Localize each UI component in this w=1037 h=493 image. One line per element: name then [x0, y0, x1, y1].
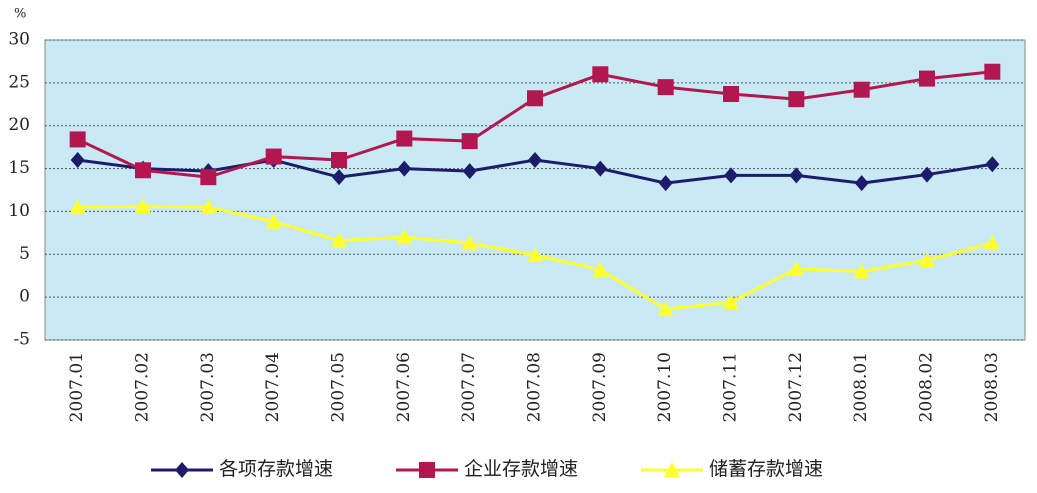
- marker: [657, 79, 674, 96]
- marker: [461, 133, 478, 150]
- x-tick-label: 2007.09: [590, 352, 610, 422]
- marker: [723, 294, 739, 310]
- x-tick-label: 2007.02: [133, 352, 153, 422]
- y-tick-label: 30: [8, 30, 30, 50]
- x-tick-label: 2007.08: [525, 352, 545, 422]
- y-tick-label: 20: [8, 115, 30, 135]
- marker: [461, 235, 478, 251]
- y-tick-label: -5: [13, 330, 30, 350]
- marker: [592, 66, 609, 83]
- marker: [664, 462, 680, 477]
- marker: [657, 301, 674, 317]
- marker: [527, 247, 543, 263]
- x-tick-label: 2007.11: [721, 352, 741, 422]
- marker: [331, 152, 347, 168]
- x-tick-label: 2007.04: [263, 352, 283, 422]
- legend-item: 储蓄存款增速: [641, 458, 823, 480]
- legend-item: 各项存款增速: [151, 458, 333, 480]
- marker: [854, 175, 869, 192]
- marker: [265, 213, 282, 229]
- marker: [788, 91, 805, 108]
- legend-label: 储蓄存款增速: [709, 458, 823, 480]
- x-tick-label: 2007.06: [394, 352, 414, 422]
- x-tick-label: 2008.03: [982, 352, 1002, 422]
- marker: [984, 63, 1001, 80]
- marker: [528, 152, 542, 168]
- y-tick-label: 25: [8, 72, 30, 92]
- y-tick-label: 0: [19, 287, 30, 307]
- marker: [70, 152, 85, 168]
- marker: [265, 148, 282, 165]
- marker: [135, 162, 151, 179]
- x-tick-label: 2007.12: [786, 352, 806, 422]
- x-tick-label: 2007.05: [329, 352, 349, 422]
- marker: [419, 462, 435, 478]
- marker: [984, 235, 1001, 251]
- marker: [331, 232, 347, 248]
- marker: [200, 199, 217, 215]
- legend-label: 各项存款增速: [219, 458, 333, 480]
- x-tick-label: 2007.07: [459, 352, 479, 422]
- x-tick-label: 2008.02: [917, 352, 937, 422]
- marker: [69, 199, 86, 215]
- marker: [175, 462, 189, 478]
- marker: [332, 169, 346, 186]
- y-unit: %: [14, 7, 26, 22]
- marker: [723, 86, 739, 102]
- x-tick-label: 2008.01: [851, 352, 871, 422]
- marker: [69, 131, 86, 148]
- marker: [919, 252, 935, 268]
- y-tick-label: 10: [8, 201, 30, 221]
- legend-item: 企业存款增速: [396, 458, 578, 480]
- plot-area: [44, 39, 1026, 341]
- x-tick-label: 2007.10: [655, 352, 675, 422]
- marker: [919, 70, 935, 87]
- marker: [396, 130, 413, 147]
- x-tick-label: 2007.01: [67, 352, 87, 422]
- marker: [592, 261, 609, 277]
- marker: [462, 163, 477, 180]
- marker: [724, 167, 738, 184]
- marker: [527, 90, 543, 107]
- marker: [200, 169, 217, 186]
- marker: [593, 160, 608, 177]
- marker: [397, 160, 412, 177]
- marker: [135, 198, 151, 214]
- marker: [853, 263, 870, 279]
- marker: [789, 167, 804, 184]
- marker: [920, 166, 934, 183]
- x-tick-label: 2007.03: [198, 352, 218, 422]
- marker: [396, 229, 413, 245]
- marker: [853, 81, 870, 98]
- y-tick-label: 5: [19, 244, 30, 264]
- marker: [658, 175, 673, 192]
- marker: [788, 260, 805, 276]
- y-tick-label: 15: [8, 158, 30, 178]
- legend-label: 企业存款增速: [464, 458, 578, 480]
- marker: [985, 156, 1000, 173]
